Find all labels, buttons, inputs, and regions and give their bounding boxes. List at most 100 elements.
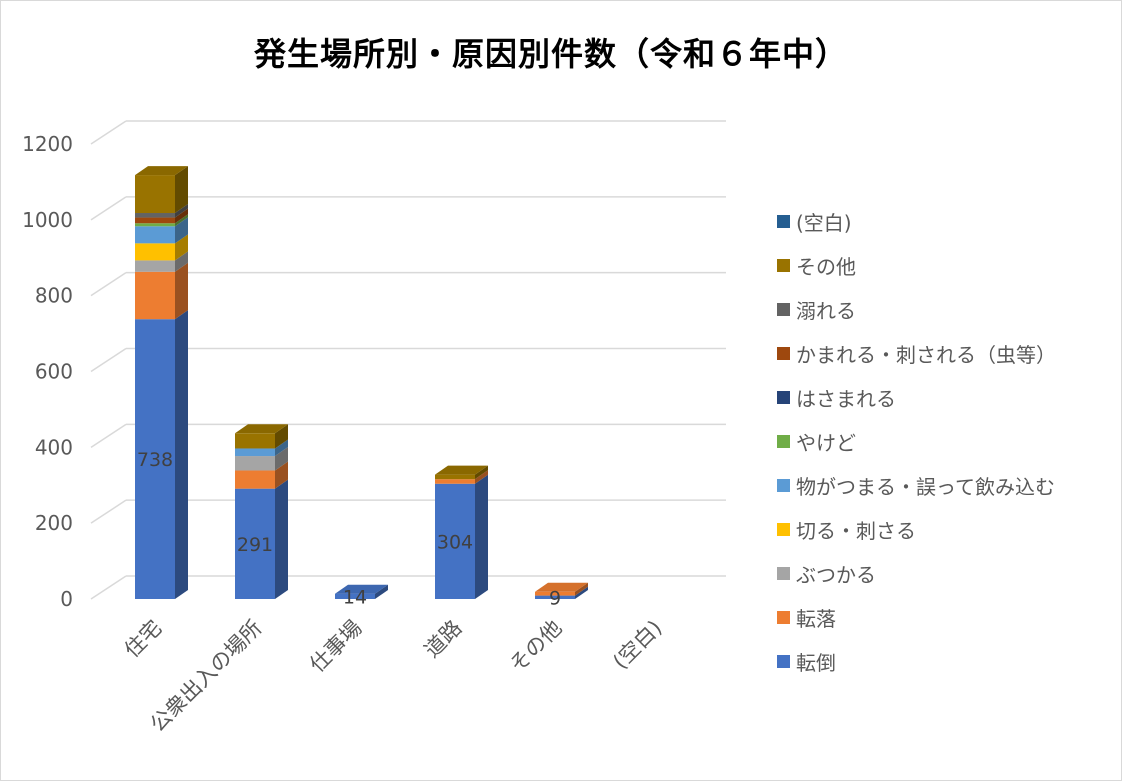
x-tick-label: その他 — [505, 616, 567, 678]
bar-segment — [535, 595, 575, 599]
x-tick-label: (空白) — [608, 616, 666, 674]
legend-swatch — [777, 214, 790, 228]
bar-segment-side — [275, 439, 288, 457]
bar-segment-side — [175, 166, 188, 214]
legend-item: 転落 — [777, 595, 1117, 639]
bar-segment — [135, 223, 175, 227]
legend-swatch — [777, 346, 790, 360]
bar-segment-side — [175, 310, 188, 599]
bar-segment — [135, 243, 175, 261]
bar-segment-side — [175, 204, 188, 218]
bar-segment-side — [175, 251, 188, 272]
bar-segment — [135, 226, 175, 244]
bar-top — [135, 166, 188, 176]
legend-swatch — [777, 522, 790, 536]
bar-segment — [435, 474, 475, 480]
x-tick-label: 道路 — [420, 616, 467, 663]
bar-segment — [235, 433, 275, 449]
y-tick-label: 800 — [35, 284, 73, 308]
chart-legend: (空白) その他溺れるかまれる・刺される（虫等） はさまれるやけど物がつまる・誤って… — [777, 199, 1117, 683]
grid-diagonal — [90, 575, 127, 600]
y-tick-label: 1200 — [22, 132, 73, 156]
bar-segment — [335, 593, 375, 599]
data-label: 738 — [137, 449, 173, 471]
bar-segment-side — [275, 447, 288, 471]
legend-label: (空白) — [796, 210, 852, 235]
bar-segment — [535, 591, 575, 596]
bar-top — [435, 465, 488, 475]
legend-item: かまれる・刺される（虫等） — [777, 331, 1117, 375]
legend-label: ぶつかる — [796, 562, 876, 587]
grid-diagonal — [90, 120, 127, 145]
legend-swatch — [777, 434, 790, 448]
legend-label: はさまれる — [796, 386, 896, 411]
legend-swatch — [777, 478, 790, 492]
bar-segment — [135, 271, 175, 320]
legend-item: はさまれる — [777, 375, 1117, 419]
chart-title: 発生場所別・原因別件数（令和６年中） — [253, 35, 848, 73]
bar-segment-side — [475, 474, 488, 599]
legend-item: ぶつかる — [777, 551, 1117, 595]
bar-segment — [135, 217, 175, 224]
legend-item: (空白) — [777, 199, 1117, 243]
legend-item: 溺れる — [777, 287, 1117, 331]
bar-top — [235, 424, 288, 434]
legend-item: 切る・刺さる — [777, 507, 1117, 551]
legend-swatch — [777, 566, 790, 580]
bar-segment — [135, 175, 175, 214]
legend-label: 物がつまる・誤って飲み込む — [796, 474, 1055, 499]
bar-segment-side — [575, 582, 588, 596]
bar-segment — [235, 456, 275, 471]
bar-segment — [435, 479, 475, 484]
data-label: 14 — [343, 586, 367, 608]
grid-diagonal — [90, 347, 127, 373]
grid-diagonal — [90, 272, 127, 297]
x-tick-label: 仕事場 — [305, 616, 367, 678]
bar-segment — [435, 483, 475, 599]
legend-swatch — [777, 302, 790, 316]
legend-item: その他 — [777, 243, 1117, 287]
y-tick-label: 600 — [35, 360, 73, 384]
bar-segment-side — [375, 584, 388, 599]
bar-segment — [235, 448, 275, 457]
legend-swatch — [777, 390, 790, 404]
bar-segment-side — [575, 586, 588, 599]
data-label: 9 — [549, 587, 561, 609]
bar-segment-side — [175, 262, 188, 320]
bar-segment-side — [175, 217, 188, 244]
bar-segment — [235, 488, 275, 599]
bar-segment — [135, 213, 175, 218]
y-tick-label: 400 — [35, 435, 73, 459]
bar-segment-side — [275, 479, 288, 599]
data-label: 291 — [237, 534, 273, 556]
grid-diagonal — [90, 499, 127, 524]
bar-segment — [235, 470, 275, 489]
y-tick-label: 1000 — [22, 208, 73, 232]
legend-label: かまれる・刺される（虫等） — [796, 342, 1056, 367]
legend-item: 物がつまる・誤って飲み込む — [777, 463, 1117, 507]
legend-item: やけど — [777, 419, 1117, 463]
legend-label: 溺れる — [796, 298, 856, 323]
data-label: 304 — [437, 531, 473, 553]
y-tick-label: 0 — [60, 587, 73, 611]
legend-item: 転倒 — [777, 639, 1117, 683]
grid-diagonal — [90, 423, 127, 448]
legend-label: 転落 — [796, 606, 836, 631]
legend-swatch — [777, 610, 790, 624]
y-tick-label: 200 — [35, 511, 73, 535]
bar-top — [535, 582, 588, 592]
bar-segment — [135, 319, 175, 599]
bar-segment-side — [175, 234, 188, 261]
legend-label: 切る・刺さる — [796, 518, 916, 543]
legend-label: 転倒 — [796, 650, 836, 675]
bar-segment-side — [475, 470, 488, 484]
bar-segment-side — [175, 214, 188, 227]
grid-diagonal — [90, 196, 127, 221]
bar-segment — [135, 260, 175, 272]
bar-top — [335, 584, 388, 594]
legend-swatch — [777, 258, 790, 272]
legend-swatch — [777, 654, 790, 668]
bar-segment-side — [475, 465, 488, 480]
